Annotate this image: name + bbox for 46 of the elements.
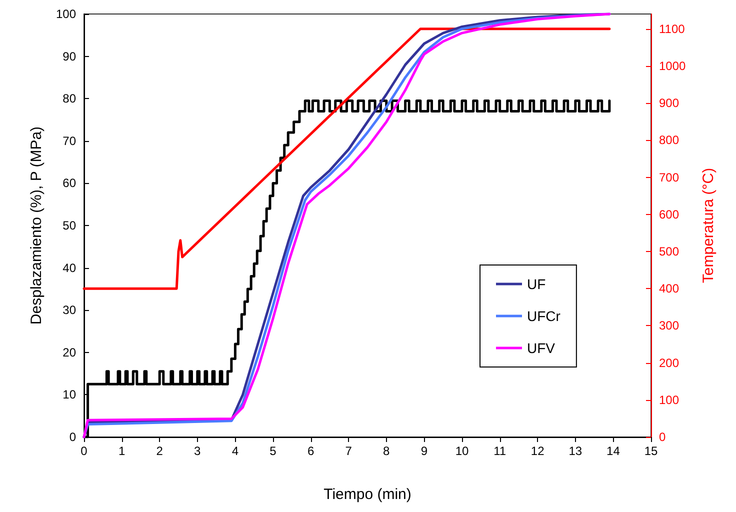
y2-tick-label: 400 [659,282,680,296]
y2-tick-label: 300 [659,318,680,333]
y-tick-label: 80 [62,92,76,106]
legend-label: UF [527,276,546,292]
x-tick-label: 6 [307,444,314,458]
y-tick-label: 70 [62,134,76,148]
y2-tick-label: 100 [659,392,680,407]
y-tick-label: 100 [56,7,76,21]
y-tick-label: 30 [62,303,76,318]
y-axis-title: Desplazamiento (%), P (MPa) [28,126,45,325]
y-tick-label: 10 [62,388,76,402]
y-tick-label: 0 [69,430,76,444]
y-tick-label: 90 [62,49,76,64]
x-tick-label: 9 [420,444,428,458]
y2-tick-label: 1100 [659,22,686,36]
x-tick-label: 8 [383,444,390,458]
x-tick-label: 0 [80,444,88,458]
x-tick-label: 1 [118,444,126,458]
x-tick-label: 2 [156,444,164,458]
y2-tick-label: 0 [659,430,666,444]
y2-tick-label: 800 [659,133,680,148]
y-tick-label: 50 [62,218,76,232]
x-tick-label: 3 [194,444,202,458]
x-tick-label: 11 [494,444,506,458]
x-tick-label: 4 [232,444,239,458]
x-tick-label: 10 [455,444,469,458]
y2-axis-title: Temperatura (°C) [700,168,717,284]
y2-tick-label: 600 [659,207,680,222]
y2-tick-label: 1000 [659,58,686,73]
y2-tick-label: 900 [659,96,680,110]
legend-label: UFCr [527,308,561,324]
x-tick-label: 15 [644,444,658,458]
x-tick-label: 14 [606,444,620,458]
legend-label: UFV [527,340,556,356]
x-tick-label: 12 [530,444,545,458]
y2-tick-label: 700 [659,170,680,184]
line-series [82,28,611,290]
x-tick-label: 13 [568,444,582,458]
y2-tick-label: 200 [659,356,680,370]
x-axis-title: Tiempo (min) [324,486,412,503]
y-tick-label: 60 [62,176,76,190]
x-tick-label: 7 [345,444,352,458]
y-tick-label: 20 [62,345,76,360]
y-tick-label: 40 [62,260,76,275]
x-tick-label: 5 [270,444,277,458]
y2-tick-label: 500 [659,244,680,258]
